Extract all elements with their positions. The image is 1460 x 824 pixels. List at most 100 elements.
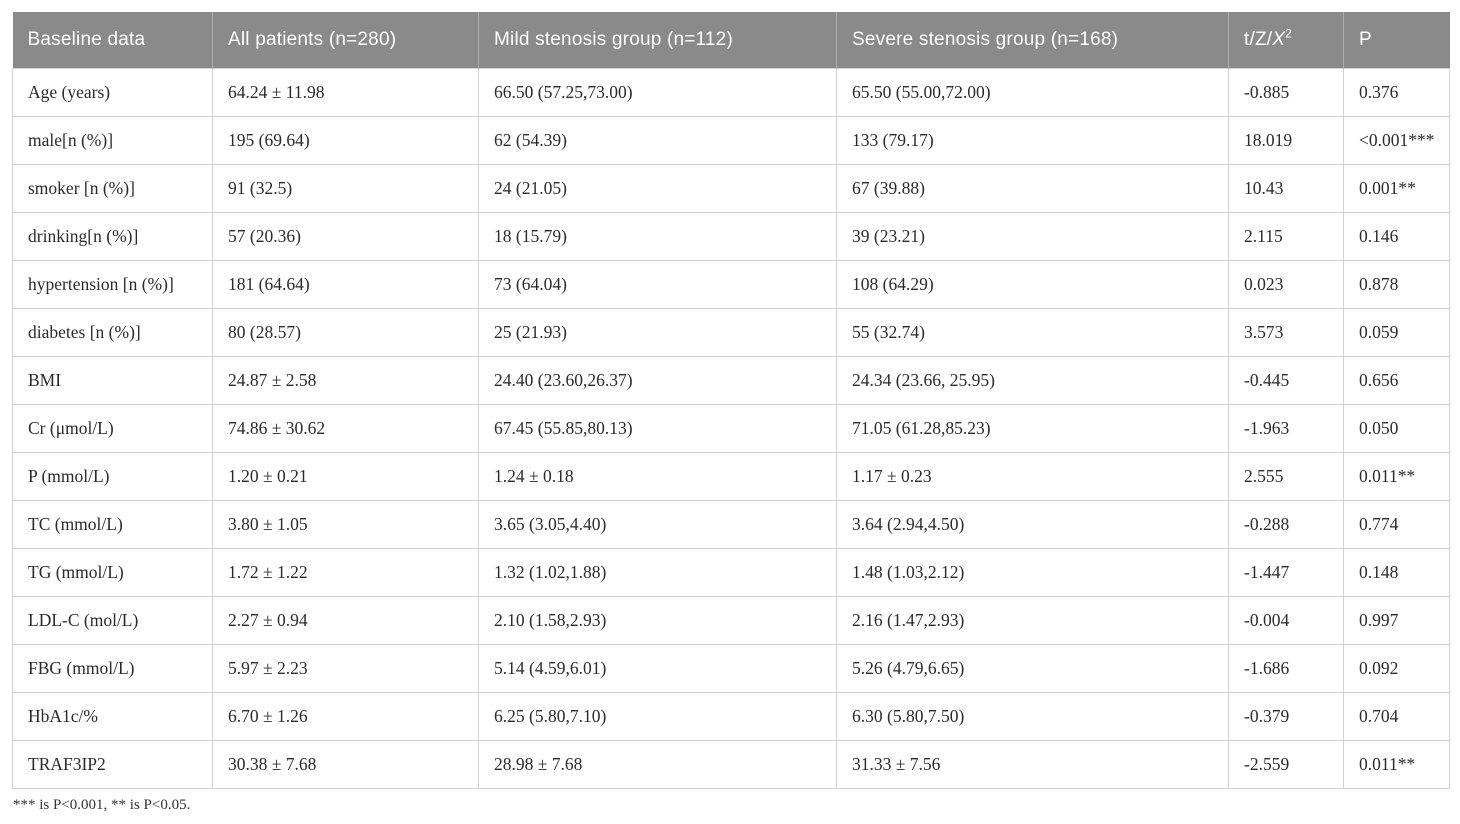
value-cell: 0.704 (1343, 692, 1450, 741)
value-cell: 1.24 ± 0.18 (478, 452, 837, 501)
value-cell: 2.555 (1228, 452, 1344, 501)
value-cell: 0.059 (1343, 308, 1450, 357)
value-cell: 0.011** (1343, 452, 1450, 501)
value-cell: 80 (28.57) (212, 308, 479, 357)
value-cell: 67 (39.88) (836, 164, 1229, 213)
value-cell: -0.379 (1228, 692, 1344, 741)
row-label-cell: TC (mmol/L) (12, 500, 213, 549)
value-cell: 64.24 ± 11.98 (212, 68, 479, 117)
table-footnote: *** is P<0.001, ** is P<0.05. (13, 797, 191, 813)
value-cell: 1.32 (1.02,1.88) (478, 548, 837, 597)
value-cell: 66.50 (57.25,73.00) (478, 68, 837, 117)
value-cell: 3.65 (3.05,4.40) (478, 500, 837, 549)
table-row: P (mmol/L) 1.20 ± 0.21 1.24 ± 0.18 1.17 ± 0… (12, 452, 1450, 501)
value-cell: 30.38 ± 7.68 (212, 740, 479, 789)
table-header: Baseline data All patients (n=280) Mild … (12, 12, 1450, 69)
stat-label-superscript: 2 (1285, 26, 1292, 41)
value-cell: 28.98 ± 7.68 (478, 740, 837, 789)
stat-label-prefix: t/Z/ (1244, 29, 1273, 50)
value-cell: 67.45 (55.85,80.13) (478, 404, 837, 453)
value-cell: 6.30 (5.80,7.50) (836, 692, 1229, 741)
value-cell: -0.885 (1228, 68, 1344, 117)
value-cell: 3.573 (1228, 308, 1344, 357)
table-row: male[n (%)] 195 (69.64) 62 (54.39) 133 (79.… (12, 116, 1450, 165)
value-cell: 0.148 (1343, 548, 1450, 597)
value-cell: 1.20 ± 0.21 (212, 452, 479, 501)
value-cell: 24.40 (23.60,26.37) (478, 356, 837, 405)
value-cell: <0.001*** (1343, 116, 1450, 165)
value-cell: 0.092 (1343, 644, 1450, 693)
value-cell: 57 (20.36) (212, 212, 479, 261)
table-row: drinking[n (%)] 57 (20.36) 18 (15.79) 39 (2… (12, 212, 1450, 261)
row-label-cell: P (mmol/L) (12, 452, 213, 501)
row-label-cell: HbA1c/% (12, 692, 213, 741)
value-cell: 31.33 ± 7.56 (836, 740, 1229, 789)
table-row: Age (years) 64.24 ± 11.98 66.50 (57.25,73.… (12, 68, 1450, 117)
row-label-cell: BMI (12, 356, 213, 405)
table-row: TG (mmol/L) 1.72 ± 1.22 1.32 (1.02,1.88) 1.… (12, 548, 1450, 597)
value-cell: 91 (32.5) (212, 164, 479, 213)
row-label-cell: TRAF3IP2 (12, 740, 213, 789)
value-cell: -1.963 (1228, 404, 1344, 453)
value-cell: 0.774 (1343, 500, 1450, 549)
value-cell: 195 (69.64) (212, 116, 479, 165)
value-cell: 5.97 ± 2.23 (212, 644, 479, 693)
value-cell: 0.023 (1228, 260, 1344, 309)
value-cell: 2.10 (1.58,2.93) (478, 596, 837, 645)
value-cell: 24.87 ± 2.58 (212, 356, 479, 405)
stat-label-x: X (1272, 29, 1286, 50)
value-cell: 0.146 (1343, 212, 1450, 261)
table-row: FBG (mmol/L) 5.97 ± 2.23 5.14 (4.59,6.01) 5… (12, 644, 1450, 693)
table-row: TC (mmol/L) 3.80 ± 1.05 3.65 (3.05,4.40) 3.… (12, 500, 1450, 549)
value-cell: 0.997 (1343, 596, 1450, 645)
row-label-cell: hypertension [n (%)] (12, 260, 213, 309)
table-row: hypertension [n (%)] 181 (64.64) 73 (64.04… (12, 260, 1450, 309)
table-row: LDL-C (mol/L) 2.27 ± 0.94 2.10 (1.58,2.93)… (12, 596, 1450, 645)
value-cell: -0.004 (1228, 596, 1344, 645)
value-cell: -1.447 (1228, 548, 1344, 597)
row-label-cell: drinking[n (%)] (12, 212, 213, 261)
value-cell: 55 (32.74) (836, 308, 1229, 357)
value-cell: -2.559 (1228, 740, 1344, 789)
value-cell: 65.50 (55.00,72.00) (836, 68, 1229, 117)
value-cell: 6.25 (5.80,7.10) (478, 692, 837, 741)
value-cell: 39 (23.21) (836, 212, 1229, 261)
value-cell: 73 (64.04) (478, 260, 837, 309)
value-cell: 2.16 (1.47,2.93) (836, 596, 1229, 645)
value-cell: 25 (21.93) (478, 308, 837, 357)
value-cell: 5.26 (4.79,6.65) (836, 644, 1229, 693)
col-header-statistic: t/Z/X2 (1228, 12, 1344, 69)
value-cell: 0.656 (1343, 356, 1450, 405)
value-cell: 5.14 (4.59,6.01) (478, 644, 837, 693)
col-header-baseline-data: Baseline data (12, 12, 213, 69)
value-cell: 0.011** (1343, 740, 1450, 789)
value-cell: 0.001** (1343, 164, 1450, 213)
value-cell: 18.019 (1228, 116, 1344, 165)
value-cell: 2.115 (1228, 212, 1344, 261)
value-cell: 2.27 ± 0.94 (212, 596, 479, 645)
col-header-severe-stenosis: Severe stenosis group (n=168) (836, 12, 1229, 69)
row-label-cell: diabetes [n (%)] (12, 308, 213, 357)
row-label-cell: male[n (%)] (12, 116, 213, 165)
value-cell: 181 (64.64) (212, 260, 479, 309)
table-row: diabetes [n (%)] 80 (28.57) 25 (21.93) 55 (… (12, 308, 1450, 357)
col-header-p-value: P (1343, 12, 1450, 69)
value-cell: 0.050 (1343, 404, 1450, 453)
value-cell: 0.376 (1343, 68, 1450, 117)
table-row: smoker [n (%)] 91 (32.5) 24 (21.05) 67 (39.… (12, 164, 1450, 213)
header-row: Baseline data All patients (n=280) Mild … (12, 12, 1450, 69)
value-cell: -1.686 (1228, 644, 1344, 693)
col-header-all-patients: All patients (n=280) (212, 12, 479, 69)
value-cell: 133 (79.17) (836, 116, 1229, 165)
table-row: Cr (μmol/L) 74.86 ± 30.62 67.45 (55.85,80.… (12, 404, 1450, 453)
value-cell: -0.288 (1228, 500, 1344, 549)
value-cell: 3.64 (2.94,4.50) (836, 500, 1229, 549)
value-cell: 6.70 ± 1.26 (212, 692, 479, 741)
col-header-mild-stenosis: Mild stenosis group (n=112) (478, 12, 837, 69)
table-body: Age (years) 64.24 ± 11.98 66.50 (57.25,73.… (12, 68, 1450, 789)
value-cell: 18 (15.79) (478, 212, 837, 261)
table-row: BMI 24.87 ± 2.58 24.40 (23.60,26.37) 24.34 … (12, 356, 1450, 405)
value-cell: 0.878 (1343, 260, 1450, 309)
row-label-cell: Cr (μmol/L) (12, 404, 213, 453)
